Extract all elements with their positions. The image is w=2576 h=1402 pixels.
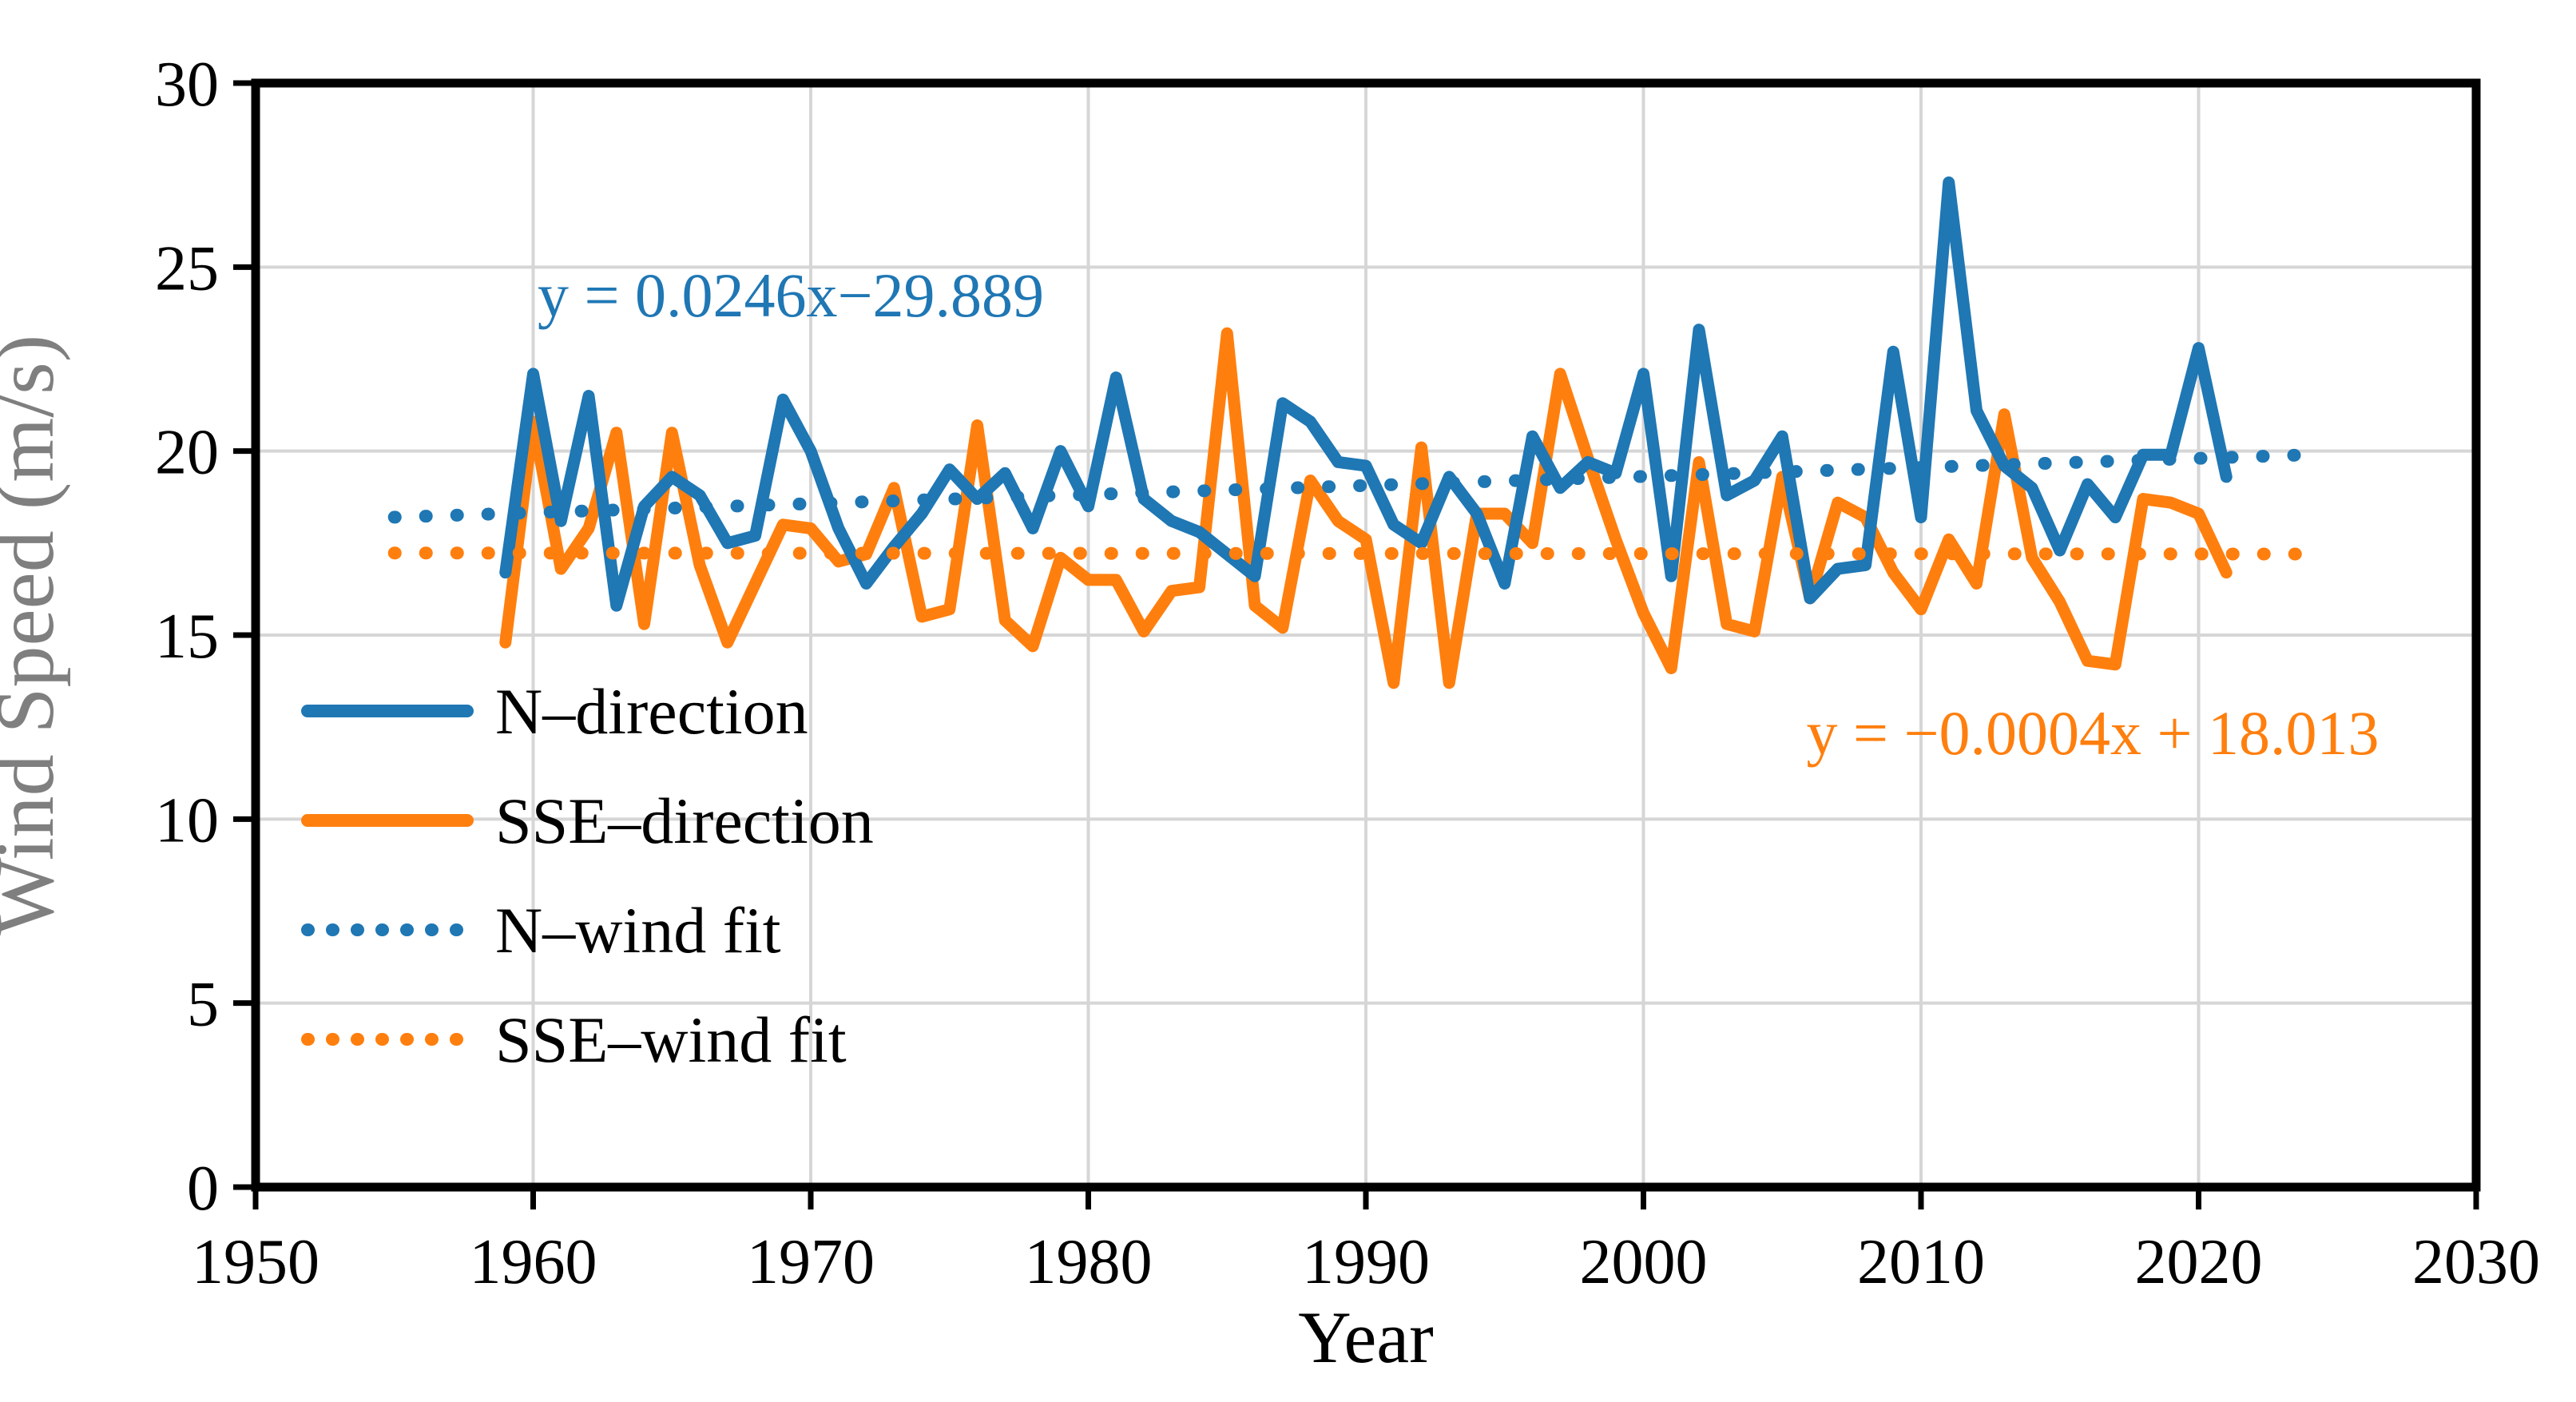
legend-item-n-direction: N–direction [301,675,808,748]
legend-label-sse-wind-fit: SSE–wind fit [495,1003,847,1076]
sse-fit-equation: y = −0.0004x + 18.013 [1807,698,2380,768]
legend-item-n-wind-fit: N–wind fit [301,894,781,967]
y-tick-label: 30 [155,50,219,120]
y-tick-label: 5 [187,970,219,1040]
sse-direction-line [499,327,2233,689]
x-axis-title: Year [1298,1297,1434,1378]
y-tick-label: 20 [155,418,219,488]
y-tick-label: 25 [155,233,219,304]
x-tick-label: 1960 [470,1227,597,1297]
n-fit-equation: y = 0.0246x−29.889 [538,260,1044,330]
y-tick-labels: 0 5 10 15 20 25 30 [155,50,219,1224]
legend-label-n-wind-fit: N–wind fit [495,894,781,967]
x-tick-label: 1980 [1025,1227,1153,1297]
x-tick-label: 2030 [2412,1227,2540,1297]
y-tick-label: 0 [187,1154,219,1224]
y-tick-label: 15 [155,602,219,672]
y-axis-title: Wind Speed (m/s) [0,335,71,936]
horizontal-gridlines [256,265,2476,1005]
x-tick-label: 1970 [747,1227,875,1297]
x-tick-label: 1950 [192,1227,320,1297]
legend-item-sse-direction: SSE–direction [301,784,874,857]
legend-item-sse-wind-fit: SSE–wind fit [301,1003,847,1076]
n-direction-line [499,176,2233,612]
x-tick-labels: 1950 1960 1970 1980 1990 2000 2010 2020 2030 [192,1227,2540,1297]
x-tick-label: 2000 [1580,1227,1708,1297]
sse-wind-fit-line [387,546,2316,561]
x-tick-label: 2010 [1857,1227,1985,1297]
y-tick-label: 10 [155,785,219,856]
legend-label-sse-direction: SSE–direction [495,784,874,857]
legend-label-n-direction: N–direction [495,675,808,748]
x-tick-label: 2020 [2135,1227,2263,1297]
legend: N–direction SSE–direction N–wind fit SSE… [301,675,874,1076]
plot-border [251,78,2481,1192]
x-tick-label: 1990 [1302,1227,1430,1297]
